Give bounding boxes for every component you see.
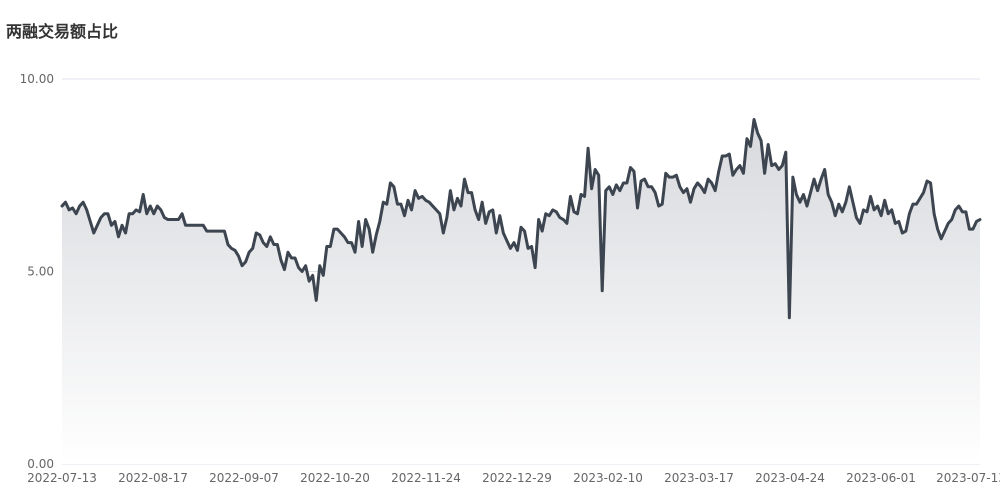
chart-title: 两融交易额占比 [6,22,119,41]
series-line [60,117,982,320]
x-tick-label: 2022-11-24 [391,471,461,485]
y-axis-labels: 0.00 5.00 10.00 [20,72,54,471]
x-tick-label: 2023-06-01 [846,471,916,485]
x-tick-label: 2022-08-17 [118,471,188,485]
y-tick-label: 10.00 [20,72,54,86]
x-tick-label: 2023-04-24 [755,471,825,485]
x-tick-label: 2023-03-17 [664,471,734,485]
x-tick-label: 2022-09-07 [209,471,279,485]
x-axis-labels: 2022-07-13 2022-08-17 2022-09-07 2022-10-20… [27,471,1000,485]
y-tick-label: 5.00 [27,265,54,279]
series-area-fill [62,119,980,465]
x-tick-label: 2022-10-20 [300,471,370,485]
x-tick-label: 2022-12-29 [482,471,552,485]
y-tick-label: 0.00 [27,457,54,471]
x-tick-label: 2023-07-13 [936,471,1000,485]
x-tick-label: 2023-02-10 [573,471,643,485]
x-tick-label: 2022-07-13 [27,471,97,485]
